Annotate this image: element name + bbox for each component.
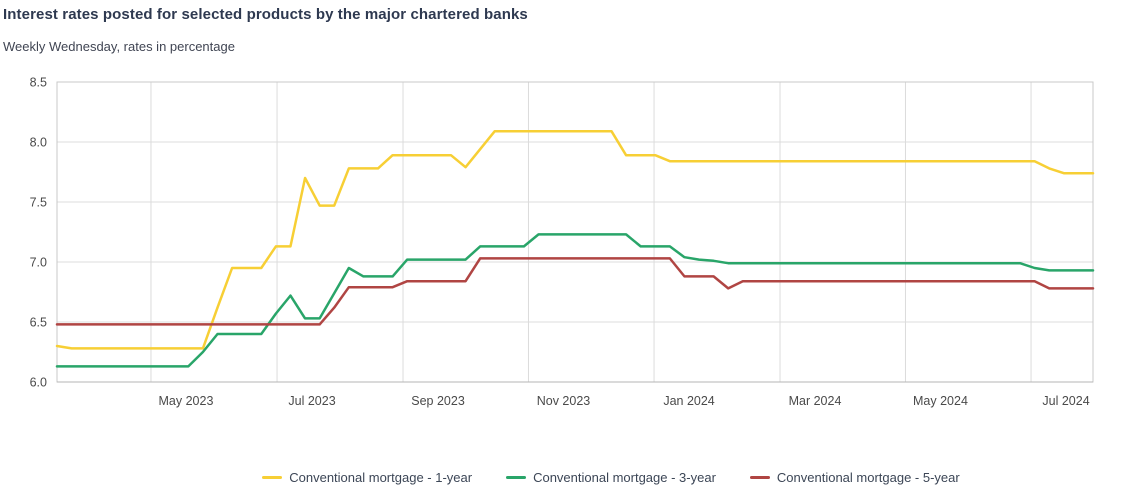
legend-item-5yr[interactable]: Conventional mortgage - 5-year [749, 469, 960, 485]
y-axis-tick-label: 8.5 [30, 76, 47, 90]
page-title: Interest rates posted for selected produ… [3, 6, 528, 23]
legend-label-1yr: Conventional mortgage - 1-year [289, 469, 473, 485]
y-axis-tick-label: 7.0 [30, 256, 47, 270]
chart-legend: Conventional mortgage - 1-year Conventio… [41, 467, 1140, 487]
y-axis-tick-label: 8.0 [30, 136, 47, 150]
chart-subtitle: Weekly Wednesday, rates in percentage [3, 39, 235, 54]
legend-item-3yr[interactable]: Conventional mortgage - 3-year [506, 470, 716, 485]
y-axis-tick-label: 6.5 [30, 316, 47, 330]
legend-item-1yr[interactable]: Conventional mortgage - 1-year [262, 470, 472, 485]
x-axis-tick-label: Sep 2023 [411, 394, 465, 408]
x-axis-tick-label: Jul 2023 [288, 394, 335, 408]
legend-label-3yr: Conventional mortgage - 3-year [533, 469, 716, 485]
x-axis-tick-label: May 2024 [913, 394, 968, 408]
x-axis-tick-label: Mar 2024 [789, 394, 842, 408]
x-axis-tick-label: Jan 2024 [663, 394, 714, 408]
legend-swatch-5yr-icon [749, 475, 770, 479]
legend-label-5yr: Conventional mortgage - 5-year [776, 469, 960, 485]
legend-swatch-1yr-icon [262, 475, 283, 479]
plot-border [56, 81, 1094, 383]
y-axis-tick-label: 6.0 [30, 376, 47, 390]
legend-swatch-3yr-icon [506, 475, 527, 479]
x-axis-tick-label: Jul 2024 [1042, 394, 1089, 408]
series-line-1yr [55, 129, 1095, 350]
y-axis-tick-label: 7.5 [30, 196, 47, 210]
x-axis-tick-label: Nov 2023 [537, 394, 591, 408]
x-axis-tick-label: May 2023 [159, 394, 214, 408]
series-line-3yr [55, 233, 1095, 368]
series-line-5yr [55, 257, 1095, 326]
